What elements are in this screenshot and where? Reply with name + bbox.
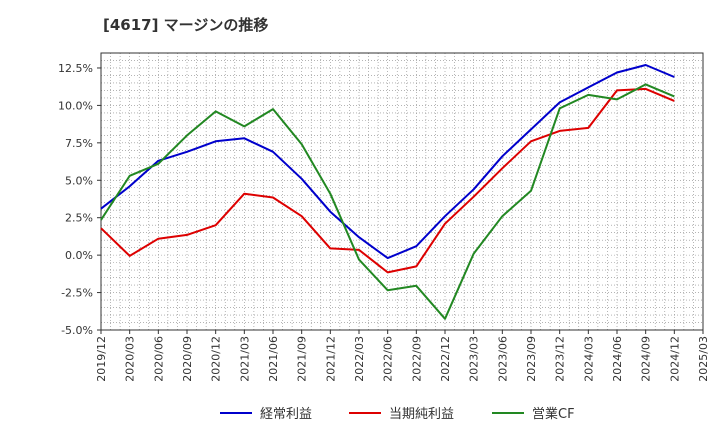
x-tick-label: 2024/03 xyxy=(582,336,595,382)
series-line-2 xyxy=(100,87,675,274)
y-tick-label: 7.5% xyxy=(65,137,93,150)
x-tick-label: 2020/03 xyxy=(124,336,137,382)
x-tick-label: 2020/06 xyxy=(152,336,165,382)
x-tick-label: 2024/06 xyxy=(611,336,624,382)
legend-label: 経常利益 xyxy=(260,407,312,422)
x-tick-label: 2023/12 xyxy=(554,336,567,382)
plot-frame xyxy=(100,52,704,331)
y-tick-label: 5.0% xyxy=(65,174,93,187)
chart-title: [4617] マージンの推移 xyxy=(103,16,269,34)
series-line-3 xyxy=(100,83,675,320)
x-tick-label: 2023/06 xyxy=(496,336,509,382)
legend-label: 当期純利益 xyxy=(389,407,454,422)
series-line-1 xyxy=(100,64,675,260)
x-tick-label: 2023/09 xyxy=(525,336,538,382)
x-tick-label: 2021/09 xyxy=(296,336,309,382)
plot-area xyxy=(101,53,703,330)
x-tick-label: 2019/12 xyxy=(95,336,108,382)
x-tick-label: 2021/03 xyxy=(238,336,251,382)
y-tick-label: -2.5% xyxy=(61,287,93,300)
x-tick-label: 2025/03 xyxy=(697,336,710,382)
x-tick-label: 2022/12 xyxy=(439,336,452,382)
y-tick-label: 10.0% xyxy=(58,99,93,112)
x-tick-label: 2020/09 xyxy=(181,336,194,382)
y-tick-label: 12.5% xyxy=(58,62,93,75)
x-tick-label: 2021/06 xyxy=(267,336,280,382)
x-tick-label: 2023/03 xyxy=(468,336,481,382)
x-tick-label: 2021/12 xyxy=(324,336,337,382)
legend-label: 営業CF xyxy=(532,406,575,422)
x-tick-label: 2024/09 xyxy=(640,336,653,382)
x-tick-label: 2022/09 xyxy=(410,336,423,382)
x-tick-label: 2022/03 xyxy=(353,336,366,382)
y-tick-label: 2.5% xyxy=(65,212,93,225)
y-tick-label: -5.0% xyxy=(61,324,93,337)
x-tick-label: 2020/12 xyxy=(210,336,223,382)
y-tick-label: 0.0% xyxy=(65,249,93,262)
x-tick-label: 2024/12 xyxy=(668,336,681,382)
x-tick-label: 2022/06 xyxy=(382,336,395,382)
